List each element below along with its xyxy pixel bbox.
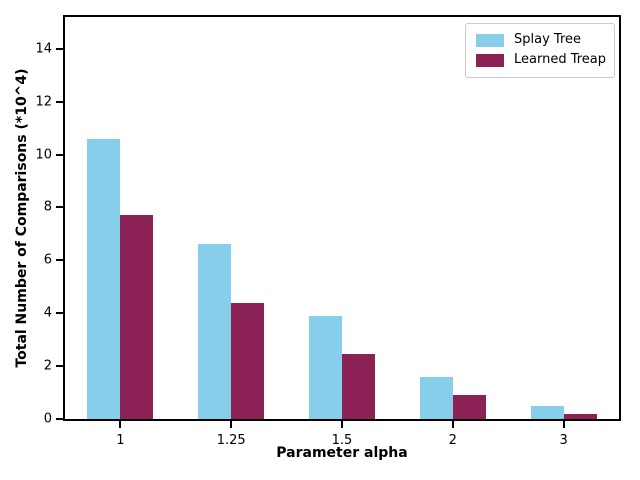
legend-label-learned-treap: Learned Treap [514, 52, 607, 68]
y-tick-mark [56, 259, 63, 262]
bar-learned-treap [563, 413, 597, 419]
legend-label-splay-tree: Splay Tree [514, 32, 581, 47]
x-tick-mark [451, 421, 454, 428]
y-tick-mark [56, 100, 63, 103]
legend-learned-treap-swatch [476, 53, 504, 67]
y-tick-mark [56, 365, 63, 368]
legend-splay-tree-swatch [476, 33, 504, 47]
bar-learned-treap [231, 302, 265, 419]
y-tick-label: 12 [35, 94, 52, 110]
y-tick-mark [56, 206, 63, 209]
x-tick-label: 1.25 [216, 433, 246, 448]
x-axis-label: Parameter alpha [276, 445, 408, 461]
y-tick-mark [56, 153, 63, 156]
y-tick-label: 0 [43, 411, 52, 427]
y-axis-label: Total Number of Comparisons (*10^4) [14, 68, 30, 368]
bar-splay-tree [309, 315, 342, 419]
y-tick-label: 8 [43, 199, 52, 215]
plot-area: Splay Tree Learned Treap 0 2 4 6 8 10 12 14 1 1.2… [35, 15, 621, 447]
y-tick-label: 2 [43, 358, 52, 374]
x-tick-label: 3 [559, 433, 568, 448]
x-tick-label: 1.5 [331, 433, 353, 448]
legend-item-splay-tree: Splay Tree [476, 30, 604, 50]
y-tick-label: 6 [43, 252, 52, 268]
x-tick-mark [341, 421, 343, 428]
y-tick-label: 10 [35, 147, 52, 163]
y-tick-label: 14 [35, 41, 52, 57]
y-tick-mark [56, 312, 63, 315]
y-tick-mark [56, 418, 63, 420]
bar-splay-tree [530, 405, 564, 419]
bar-learned-treap [120, 215, 154, 419]
x-tick-mark [230, 421, 233, 428]
bar-learned-treap [452, 395, 486, 419]
x-tick-label: 2 [448, 433, 457, 448]
bar-splay-tree [419, 376, 453, 419]
x-tick-mark [119, 421, 122, 428]
y-tick-label: 4 [43, 305, 52, 321]
y-tick-mark [56, 47, 63, 50]
bar-splay-tree [87, 138, 121, 419]
bar-splay-tree [198, 244, 232, 419]
legend: Splay Tree Learned Treap [465, 23, 615, 78]
x-tick-mark [562, 421, 565, 428]
x-tick-label: 1 [116, 433, 125, 448]
legend-item-learned-treap: Learned Treap [476, 50, 607, 70]
bar-learned-treap [342, 354, 375, 419]
